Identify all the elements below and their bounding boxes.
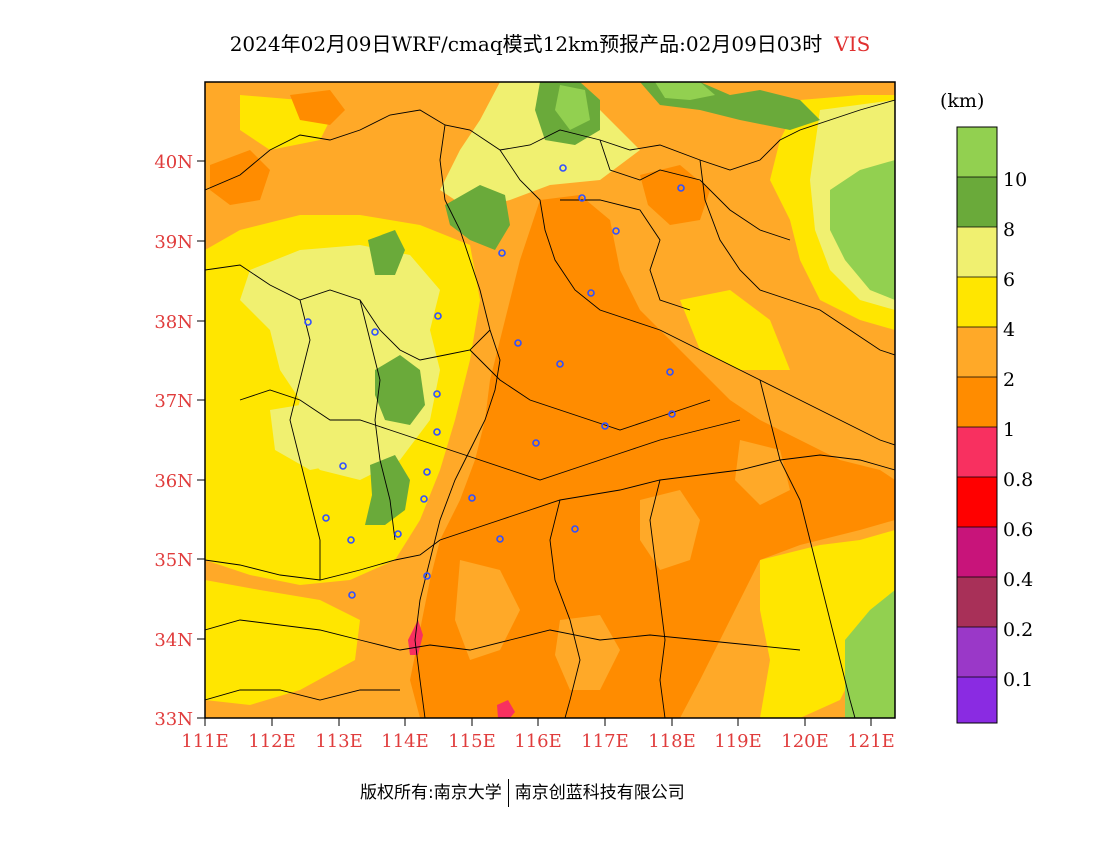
lon-axis: 111E 112E 113E 114E 115E 116E 117E 118E … — [181, 718, 895, 752]
city-marker — [433, 428, 441, 436]
chart-title: 2024年02月09日WRF/cmaq模式12km预报产品:02月09日03时 V… — [0, 28, 1100, 57]
colorbar-swatch — [957, 277, 997, 327]
colorbar-label: 0.1 — [1003, 669, 1033, 691]
city-marker — [677, 184, 685, 192]
city-marker — [347, 536, 355, 544]
city-marker — [587, 289, 595, 297]
lon-label: 115E — [448, 731, 496, 752]
colorbar-unit: (km) — [940, 90, 985, 112]
city-marker — [556, 360, 564, 368]
lon-label: 113E — [315, 731, 363, 752]
copyright-footer: 版权所有:南京大学 南京创蓝科技有限公司 — [360, 778, 685, 807]
lat-label: 35N — [154, 550, 193, 571]
city-marker — [532, 439, 540, 447]
colorbar-swatch — [957, 227, 997, 277]
city-marker — [496, 535, 504, 543]
colorbar-label: 1 — [1003, 419, 1015, 441]
visibility-field — [205, 82, 895, 718]
city-marker — [423, 572, 431, 580]
colorbar-swatch — [957, 527, 997, 577]
lon-label: 117E — [581, 731, 629, 752]
colorbar-swatch — [957, 127, 997, 177]
city-marker — [514, 339, 522, 347]
lon-label: 119E — [714, 731, 762, 752]
city-marker — [559, 164, 567, 172]
city-marker — [322, 514, 330, 522]
lat-label: 36N — [154, 471, 193, 492]
city-marker — [434, 312, 442, 320]
city-marker — [339, 462, 347, 470]
city-marker — [394, 530, 402, 538]
colorbar-label: 4 — [1003, 319, 1015, 341]
colorbar-swatch — [957, 177, 997, 227]
city-marker — [304, 318, 312, 326]
lon-label: 111E — [181, 731, 229, 752]
colorbar-swatch — [957, 327, 997, 377]
lat-label: 34N — [154, 630, 193, 651]
lat-label: 38N — [154, 312, 193, 333]
city-marker — [420, 495, 428, 503]
colorbar-swatch — [957, 377, 997, 427]
colorbar-swatch — [957, 577, 997, 627]
lon-label: 112E — [248, 731, 296, 752]
lon-label: 118E — [648, 731, 696, 752]
colorbar-label: 0.8 — [1003, 469, 1033, 491]
colorbar-swatch — [957, 677, 997, 723]
boundaries — [205, 99, 895, 718]
city-marker — [433, 390, 441, 398]
colorbar-label: 8 — [1003, 219, 1015, 241]
colorbar-label: 0.6 — [1003, 519, 1033, 541]
lat-label: 33N — [154, 709, 193, 730]
city-marker — [423, 468, 431, 476]
colorbar-label: 0.4 — [1003, 569, 1033, 591]
city-marker — [612, 227, 620, 235]
lon-label: 121E — [847, 731, 895, 752]
city-markers — [304, 164, 685, 599]
footer-divider — [507, 779, 509, 807]
lon-label: 116E — [514, 731, 562, 752]
city-marker — [371, 328, 379, 336]
colorbar-swatch — [957, 477, 997, 527]
city-marker — [578, 194, 586, 202]
colorbar-label: 10 — [1003, 169, 1027, 191]
title-main: 2024年02月09日WRF/cmaq模式12km预报产品:02月09日03时 — [229, 32, 823, 56]
city-marker — [468, 494, 476, 502]
city-marker — [348, 591, 356, 599]
copyright-owner: 版权所有:南京大学 — [360, 783, 502, 803]
lat-label: 40N — [154, 152, 193, 173]
city-marker — [571, 525, 579, 533]
city-marker — [668, 410, 676, 418]
city-marker — [498, 249, 506, 257]
colorbar-swatch — [957, 427, 997, 477]
lat-label: 39N — [154, 232, 193, 253]
title-variable: VIS — [834, 32, 871, 56]
lat-axis: 40N 39N 38N 37N 36N 35N 34N 33N — [154, 152, 205, 730]
colorbar: 10 8 6 4 2 1 0.8 0.6 0.4 0.2 0.1 — [956, 126, 1033, 724]
city-marker — [666, 368, 674, 376]
colorbar-label: 0.2 — [1003, 619, 1033, 641]
colorbar-label: 2 — [1003, 369, 1015, 391]
city-marker — [601, 422, 609, 430]
colorbar-swatch — [957, 627, 997, 677]
lat-label: 37N — [154, 391, 193, 412]
copyright-company: 南京创蓝科技有限公司 — [514, 783, 685, 803]
lon-label: 114E — [381, 731, 429, 752]
lon-label: 120E — [781, 731, 829, 752]
colorbar-label: 6 — [1003, 269, 1015, 291]
